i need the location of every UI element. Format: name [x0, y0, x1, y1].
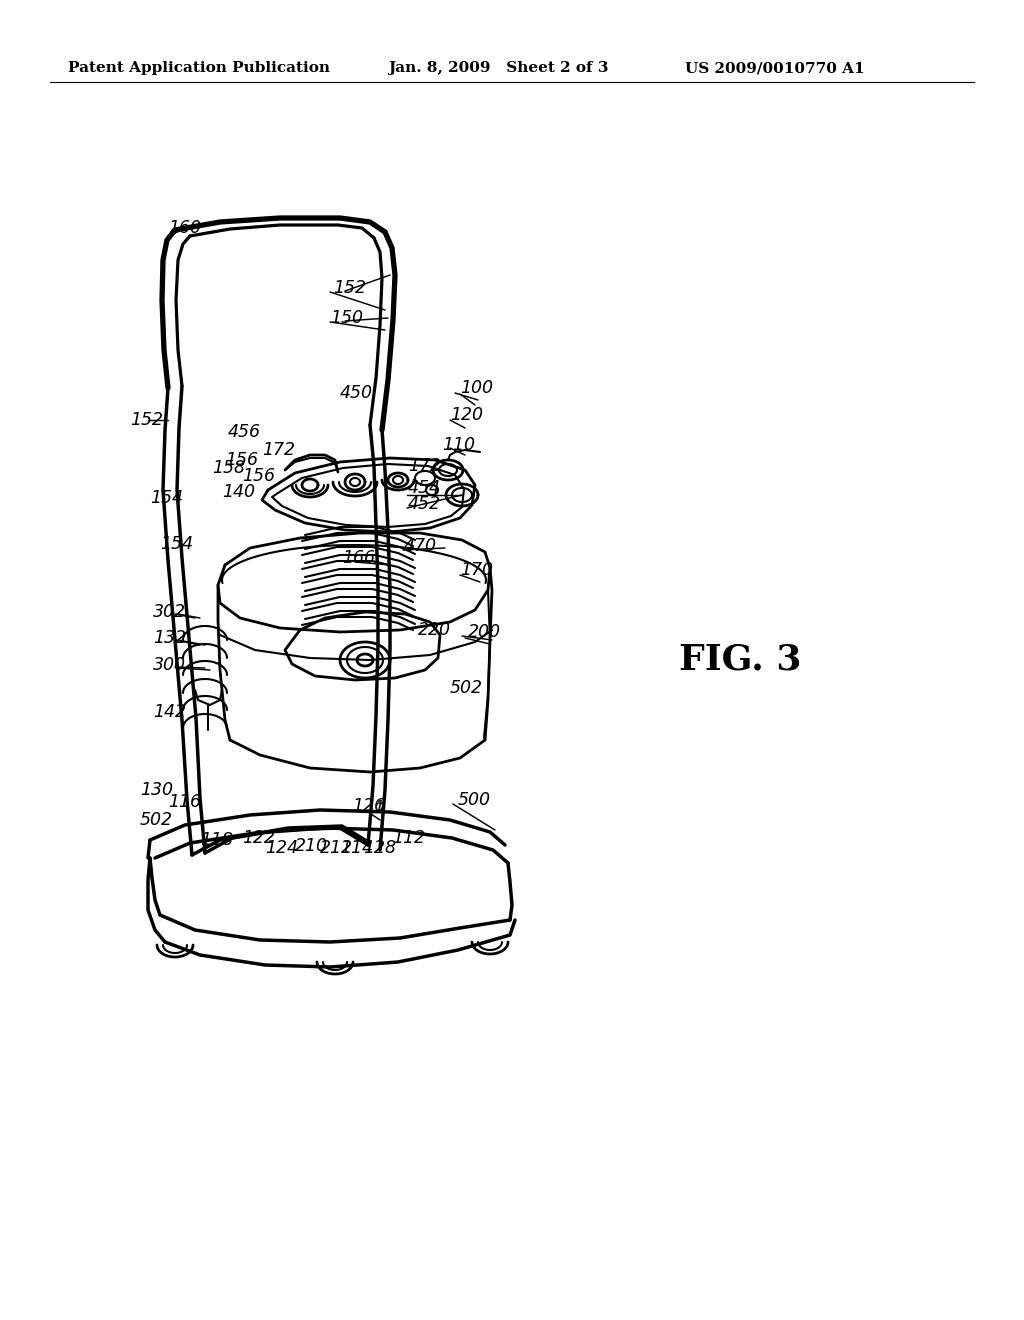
Text: 114: 114	[340, 840, 373, 857]
Text: 116: 116	[168, 793, 201, 810]
Text: 160: 160	[168, 219, 201, 238]
Text: 454: 454	[408, 479, 441, 498]
Text: 158: 158	[212, 459, 245, 477]
Text: 154: 154	[150, 488, 183, 507]
Text: 122: 122	[242, 829, 275, 847]
Text: 132: 132	[153, 630, 186, 647]
Text: 170: 170	[460, 561, 493, 579]
Text: 200: 200	[468, 623, 501, 642]
Text: 302: 302	[153, 603, 186, 620]
Text: 502: 502	[450, 678, 483, 697]
Text: 470: 470	[404, 537, 437, 554]
Text: 156: 156	[225, 451, 258, 469]
Text: 172: 172	[408, 457, 441, 475]
Text: 502: 502	[140, 810, 173, 829]
Text: 500: 500	[458, 791, 490, 809]
Text: 450: 450	[340, 384, 373, 403]
Text: 154: 154	[160, 535, 193, 553]
Text: 142: 142	[153, 704, 186, 721]
Text: 166: 166	[342, 549, 375, 568]
Text: 124: 124	[265, 840, 298, 857]
Text: 172: 172	[262, 441, 295, 459]
Text: 456: 456	[228, 422, 261, 441]
Text: 100: 100	[460, 379, 493, 397]
Text: 220: 220	[418, 620, 451, 639]
Text: 152: 152	[130, 411, 163, 429]
Text: FIG. 3: FIG. 3	[679, 643, 801, 677]
Text: US 2009/0010770 A1: US 2009/0010770 A1	[685, 61, 864, 75]
Text: 110: 110	[442, 436, 475, 454]
Text: 150: 150	[330, 309, 362, 327]
Text: 126: 126	[352, 797, 385, 814]
Text: 1: 1	[373, 799, 384, 817]
Text: 120: 120	[450, 407, 483, 424]
Text: 156: 156	[242, 467, 275, 484]
Text: 140: 140	[222, 483, 255, 502]
Text: 300: 300	[153, 656, 186, 675]
Text: Jan. 8, 2009   Sheet 2 of 3: Jan. 8, 2009 Sheet 2 of 3	[388, 61, 608, 75]
Text: 128: 128	[362, 840, 396, 857]
Text: 112: 112	[392, 829, 425, 847]
Text: 152: 152	[333, 279, 366, 297]
Text: 130: 130	[140, 781, 173, 799]
Text: Patent Application Publication: Patent Application Publication	[68, 61, 330, 75]
Text: 212: 212	[319, 840, 353, 857]
Text: 210: 210	[295, 837, 328, 855]
Text: 118: 118	[200, 832, 233, 849]
Text: 452: 452	[408, 495, 441, 513]
